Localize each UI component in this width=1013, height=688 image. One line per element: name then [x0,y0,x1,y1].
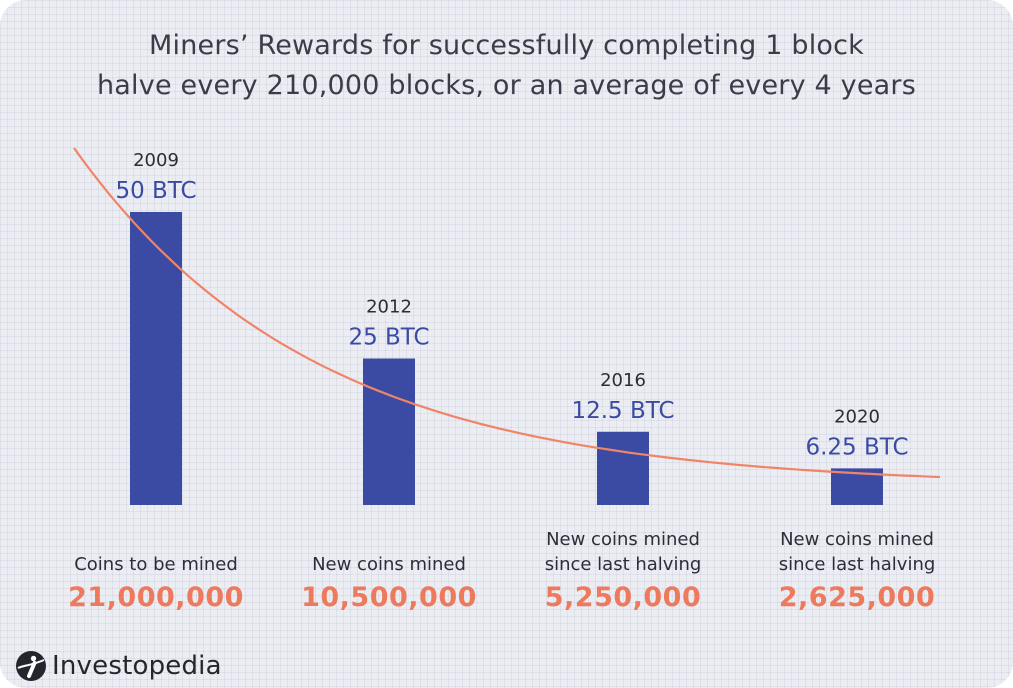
category-description-line: New coins mined [780,529,934,550]
category-description: New coins mined since last halving [508,527,738,577]
category-description-line: New coins mined [312,554,466,575]
category-description: Coins to be mined [41,552,271,577]
category-description-line: since last halving [778,554,936,575]
category-description: New coins mined [274,552,504,577]
chart-title-line-1: Miners’ Rewards for successfully complet… [149,30,864,61]
brand-name: Investopedia [52,651,222,681]
bar-2016 [597,431,649,505]
year-label: 2020 [834,406,880,427]
chart-title-line-2: halve every 210,000 blocks, or an averag… [97,70,916,101]
coin-count: 10,500,000 [301,582,477,613]
value-label: 12.5 BTC [571,398,674,424]
investopedia-logo: Investopedia [14,648,222,684]
value-label: 50 BTC [115,178,196,204]
value-label: 25 BTC [348,325,429,351]
value-label: 6.25 BTC [805,434,908,460]
category-description-line: Coins to be mined [74,554,238,575]
chart-title: Miners’ Rewards for successfully complet… [0,26,1013,106]
year-label: 2016 [600,370,646,391]
bar-2012 [363,358,415,505]
category-description: New coins mined since last halving [742,527,972,577]
coin-count: 2,625,000 [778,582,936,613]
category-description-line: since last halving [544,554,702,575]
trend-curve [73,147,941,479]
investopedia-logo-icon [16,651,46,681]
year-label: 2009 [133,150,179,171]
coin-count: 5,250,000 [544,582,702,613]
bar-2009 [130,212,182,505]
category-description-line: New coins mined [546,529,700,550]
year-label: 2012 [366,297,412,318]
coin-count: 21,000,000 [68,582,244,613]
